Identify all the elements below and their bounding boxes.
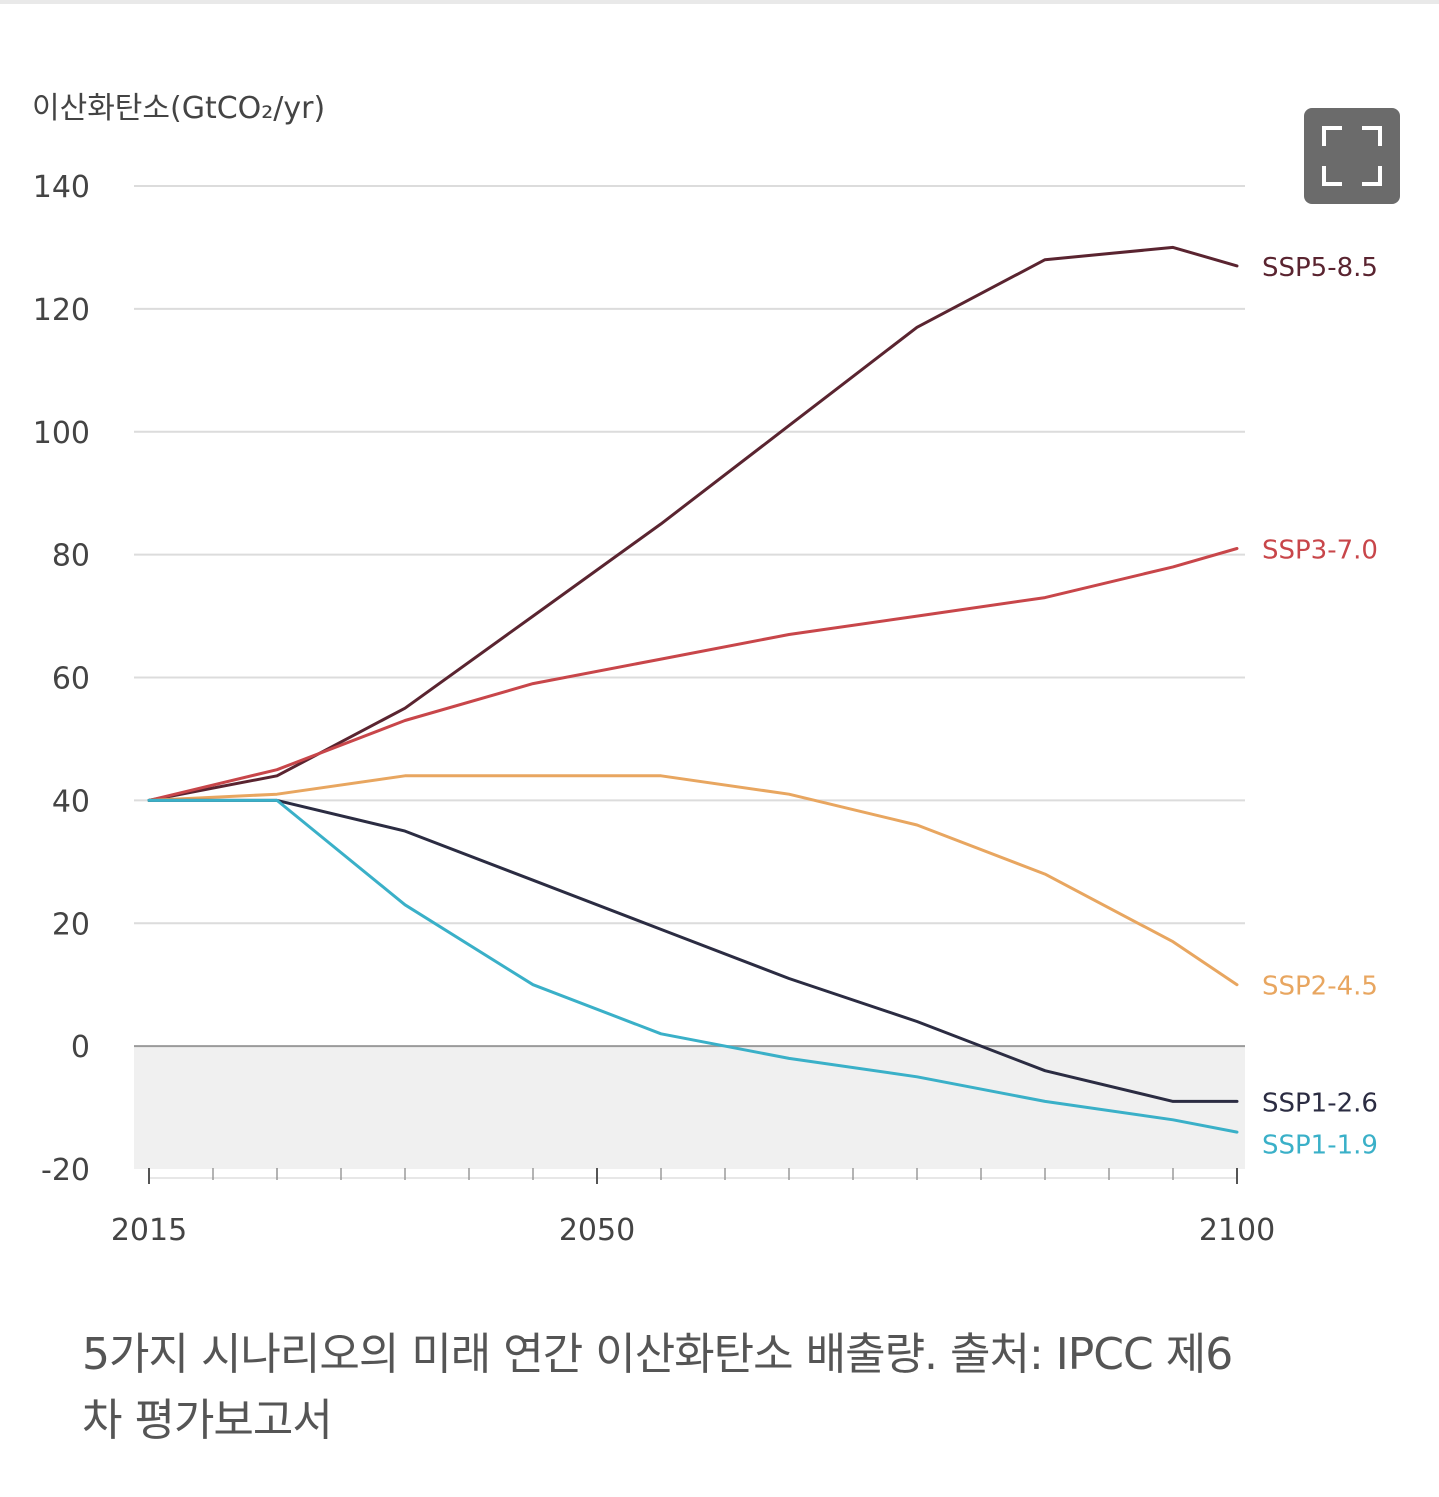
expand-button[interactable] (1304, 108, 1400, 204)
series-line-ssp5-8.5 (147, 245, 1239, 802)
plot-area: 140 120 100 80 60 40 20 0 -20 2015 2050 2100 SSP5-8.… (33, 170, 1378, 1248)
y-tick-label: 60 (52, 662, 90, 697)
y-tick-label: 80 (52, 539, 90, 574)
emissions-line-chart: 이산화탄소(GtCO₂/yr) 140 120 100 80 60 40 20 0 -20 201… (32, 91, 1378, 1248)
caption-line-1: 5가지 시나리오의 미래 연간 이산화탄소 배출량. 출처: IPCC 제6 (82, 1329, 1233, 1380)
y-tick-label: 140 (33, 170, 90, 205)
series-label: SSP5-8.5 (1262, 253, 1378, 283)
y-tick-label: 100 (33, 416, 90, 451)
expand-icon (1322, 126, 1382, 186)
series-label: SSP2-4.5 (1262, 972, 1378, 1002)
series-line-ssp3-7.0 (147, 547, 1239, 802)
y-tick-label: 120 (33, 293, 90, 328)
y-tick-label: -20 (41, 1153, 90, 1188)
x-tick-label: 2015 (111, 1213, 187, 1248)
y-axis-label: 이산화탄소(GtCO₂/yr) (32, 91, 325, 126)
y-tick-label: 0 (71, 1030, 90, 1065)
series-label: SSP1-1.9 (1262, 1130, 1378, 1160)
series-label: SSP1-2.6 (1262, 1088, 1378, 1118)
figure-caption: 5가지 시나리오의 미래 연간 이산화탄소 배출량. 출처: IPCC 제6 차… (82, 1322, 1382, 1454)
x-tick-label: 2050 (559, 1213, 635, 1248)
series-line-ssp2-4.5 (147, 774, 1239, 987)
caption-line-2: 차 평가보고서 (82, 1395, 333, 1446)
series-line-ssp1-1.9 (147, 798, 1239, 1134)
negative-region-shade (134, 1046, 1245, 1169)
y-tick-label: 40 (52, 784, 90, 819)
x-tick-label: 2100 (1199, 1213, 1275, 1248)
y-tick-label: 20 (52, 907, 90, 942)
series-label: SSP3-7.0 (1262, 535, 1378, 565)
series-line-ssp1-2.6 (147, 798, 1239, 1103)
top-divider (0, 0, 1439, 4)
